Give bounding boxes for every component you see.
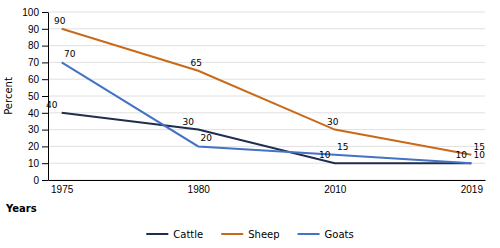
y-tick-mark <box>42 62 48 63</box>
y-tick-mark <box>42 96 48 97</box>
y-tick: 20 <box>28 141 48 152</box>
y-tick: 90 <box>28 24 48 35</box>
data-label: 40 <box>46 100 58 110</box>
data-label: 20 <box>200 133 212 143</box>
y-tick-mark <box>42 180 48 181</box>
series-line <box>62 62 472 163</box>
data-label: 90 <box>54 16 66 26</box>
x-tick: 1975 <box>51 180 74 195</box>
y-tick: 60 <box>28 74 48 85</box>
grid-line <box>48 96 485 97</box>
series-line <box>62 29 472 155</box>
legend-swatch <box>221 233 243 235</box>
y-tick-label: 0 <box>33 175 39 186</box>
x-tick: 2019 <box>461 180 484 195</box>
lines <box>62 29 472 163</box>
grid-line <box>48 79 485 80</box>
y-tick: 30 <box>28 124 48 135</box>
grid-line <box>48 62 485 63</box>
legend-label: Sheep <box>248 229 279 240</box>
y-tick-mark <box>42 130 48 131</box>
grid-line <box>48 12 485 13</box>
data-label: 70 <box>64 49 76 59</box>
y-tick-label: 30 <box>28 124 40 135</box>
y-tick-mark <box>42 46 48 47</box>
grid-line <box>48 180 485 181</box>
y-tick-mark <box>42 12 48 13</box>
y-tick-label: 90 <box>28 24 40 35</box>
data-labels: 403010109065301570201510 <box>46 16 485 160</box>
grid-line <box>48 112 485 113</box>
grid-line <box>48 28 485 29</box>
legend-item: Cattle <box>146 229 203 240</box>
grid-line <box>48 129 485 130</box>
x-axis: 1975 1980 2010 2019 <box>49 180 486 195</box>
x-tick: 2010 <box>324 180 347 195</box>
y-axis: 0 10 20 30 40 50 60 70 80 90 100 <box>22 7 48 186</box>
legend-item: Goats <box>298 229 354 240</box>
data-label: 30 <box>182 117 194 127</box>
y-tick-label: 60 <box>28 74 40 85</box>
grid <box>48 12 485 180</box>
y-tick-label: 80 <box>28 40 40 51</box>
y-axis-title: Percent <box>3 77 14 115</box>
legend-label: Cattle <box>173 229 203 240</box>
x-tick: 1980 <box>188 180 211 195</box>
legend-item: Sheep <box>221 229 279 240</box>
y-axis-line <box>48 13 49 181</box>
plot: 0102030405060708090100197519802010201940… <box>22 7 485 195</box>
y-tick: 70 <box>28 57 48 68</box>
data-label: 10 <box>474 150 486 160</box>
y-tick: 10 <box>28 158 48 169</box>
y-tick-mark <box>42 163 48 164</box>
y-tick-mark <box>42 29 48 30</box>
series-line <box>62 113 472 163</box>
y-tick-label: 20 <box>28 141 40 152</box>
y-tick-label: 70 <box>28 57 40 68</box>
x-tick-label: 1980 <box>188 184 211 195</box>
y-tick-mark <box>42 146 48 147</box>
x-tick-label: 2010 <box>324 184 347 195</box>
y-tick: 80 <box>28 40 48 51</box>
chart: 0102030405060708090100197519802010201940… <box>0 0 500 248</box>
x-tick-label: 1975 <box>51 184 74 195</box>
y-tick-label: 10 <box>28 158 40 169</box>
x-tick-label: 2019 <box>461 184 484 195</box>
y-tick-label: 40 <box>28 108 40 119</box>
data-label: 30 <box>327 117 339 127</box>
y-tick-label: 50 <box>28 91 40 102</box>
y-tick: 100 <box>22 7 48 18</box>
data-label: 65 <box>190 58 201 68</box>
x-axis-line <box>49 180 486 181</box>
x-axis-title: Years <box>5 203 37 214</box>
data-label: 10 <box>456 150 468 160</box>
data-label: 10 <box>319 150 331 160</box>
y-tick-label: 100 <box>22 7 39 18</box>
legend-swatch <box>298 233 320 235</box>
legend-swatch <box>146 233 168 235</box>
y-tick-mark <box>42 79 48 80</box>
y-tick-mark <box>42 113 48 114</box>
legend: Cattle Sheep Goats <box>146 229 353 240</box>
legend-label: Goats <box>325 229 354 240</box>
y-tick: 0 <box>33 175 48 186</box>
data-label: 15 <box>337 142 348 152</box>
